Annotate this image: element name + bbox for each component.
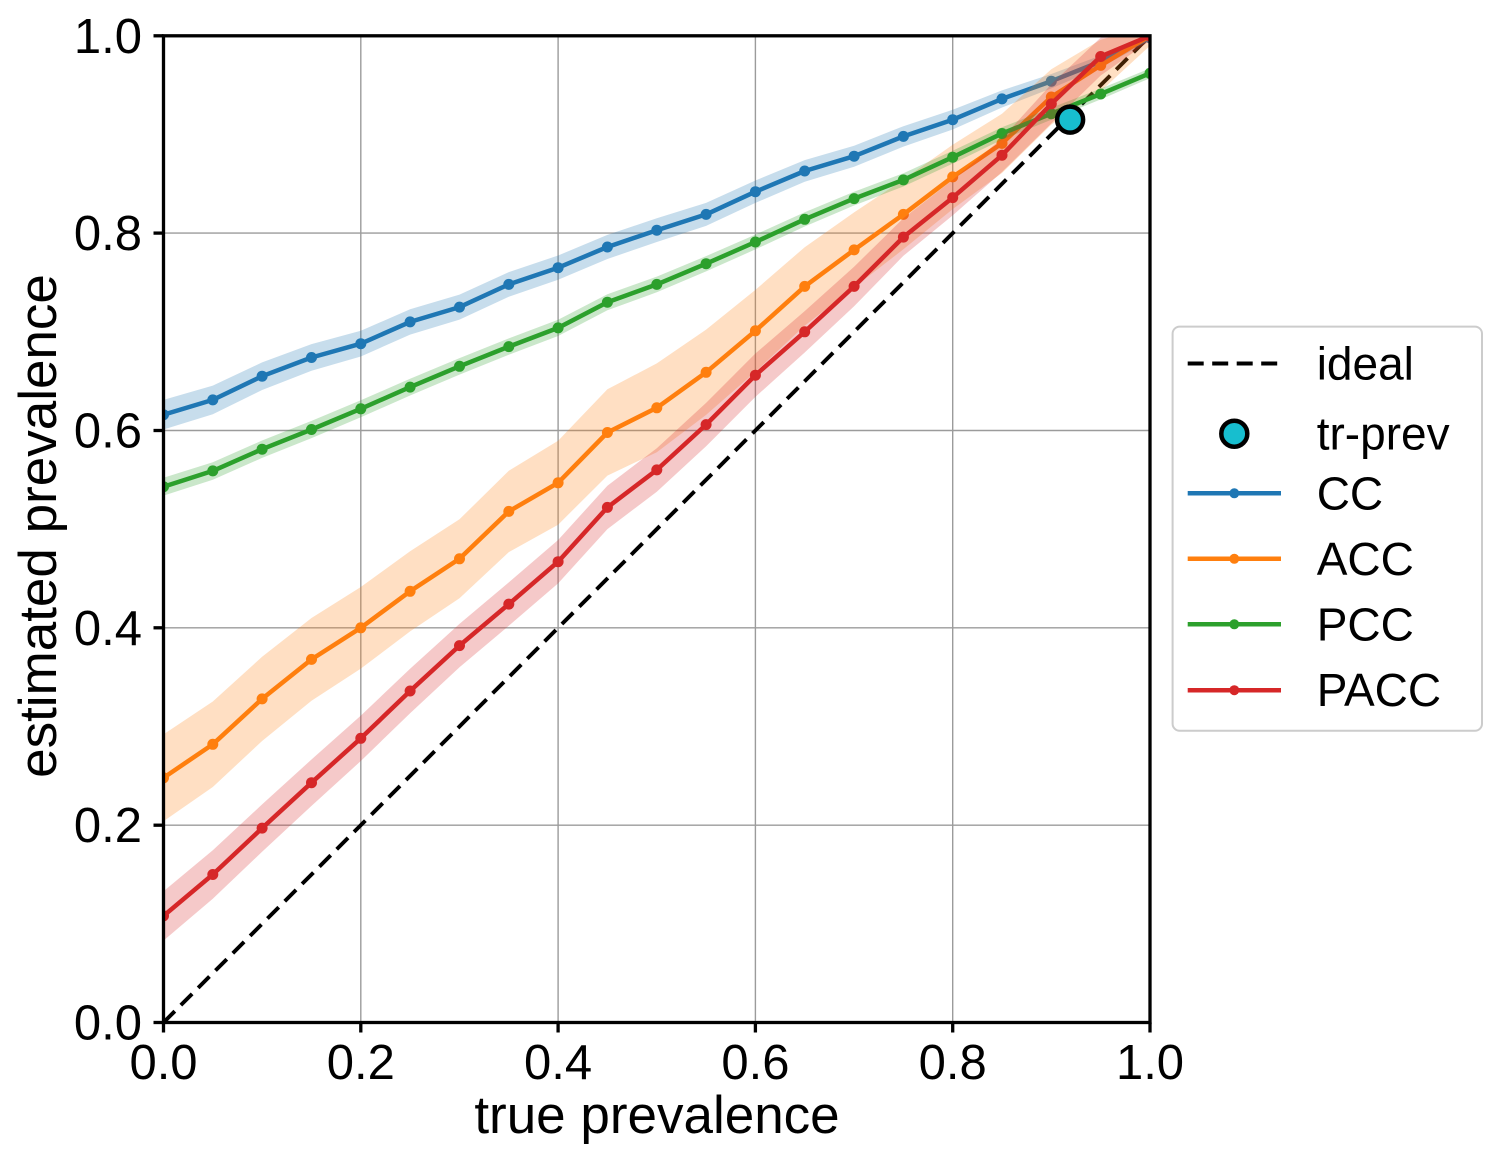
svg-text:PCC: PCC	[1317, 598, 1414, 650]
svg-text:0.0: 0.0	[74, 997, 142, 1051]
svg-text:true prevalence: true prevalence	[474, 1086, 839, 1145]
svg-text:0.8: 0.8	[74, 207, 142, 261]
svg-text:CC: CC	[1317, 467, 1383, 519]
svg-text:0.6: 0.6	[721, 1036, 789, 1090]
svg-text:0.2: 0.2	[74, 799, 142, 853]
svg-text:0.2: 0.2	[327, 1036, 395, 1090]
svg-text:1.0: 1.0	[1116, 1036, 1184, 1090]
svg-text:0.0: 0.0	[129, 1036, 197, 1090]
svg-text:0.6: 0.6	[74, 405, 142, 459]
svg-text:tr-prev: tr-prev	[1317, 408, 1450, 460]
svg-text:ideal: ideal	[1317, 338, 1414, 390]
svg-text:0.4: 0.4	[74, 602, 142, 656]
svg-text:0.4: 0.4	[524, 1036, 592, 1090]
svg-text:ACC: ACC	[1317, 533, 1414, 585]
svg-text:estimated prevalence: estimated prevalence	[9, 274, 68, 778]
svg-text:0.8: 0.8	[919, 1036, 987, 1090]
svg-text:1.0: 1.0	[74, 10, 142, 64]
svg-text:PACC: PACC	[1317, 664, 1441, 716]
